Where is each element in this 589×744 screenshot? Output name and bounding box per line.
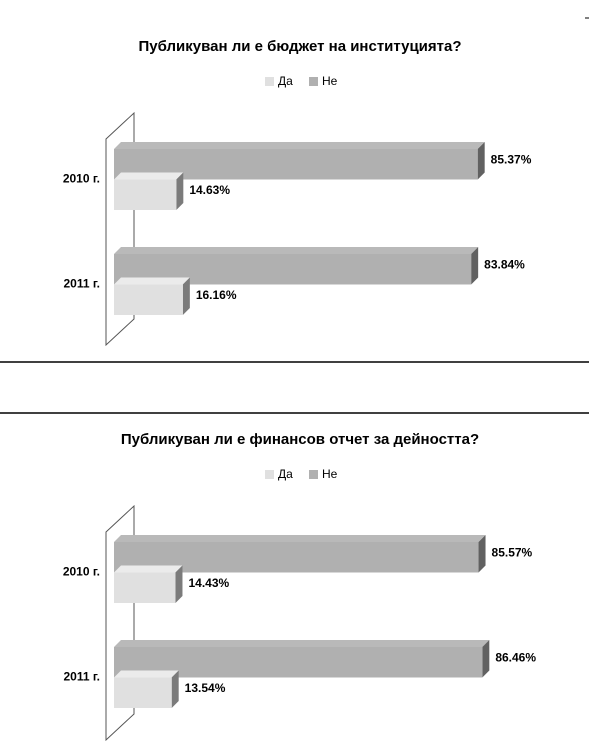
category-label: 2011 г. bbox=[64, 277, 101, 291]
bar-top bbox=[114, 247, 479, 254]
bar-top bbox=[114, 172, 184, 180]
legend-swatch bbox=[265, 470, 274, 479]
chart-title: Публикуван ли е бюджет на институцията? bbox=[139, 38, 462, 55]
bar-side bbox=[182, 277, 190, 315]
legend-swatch bbox=[265, 77, 274, 86]
legend-label: Да bbox=[278, 467, 293, 481]
bar-side bbox=[471, 247, 479, 285]
bar-side bbox=[176, 172, 184, 210]
legend-swatch bbox=[309, 470, 318, 479]
bar-top bbox=[114, 277, 190, 285]
legend-label: Да bbox=[278, 74, 293, 88]
bar-top bbox=[114, 565, 183, 573]
bar-side bbox=[175, 565, 183, 603]
data-label: 86.46% bbox=[495, 650, 536, 664]
bar bbox=[114, 179, 177, 210]
bar bbox=[114, 677, 172, 708]
bar-top bbox=[114, 640, 490, 647]
category-label: 2010 г. bbox=[63, 172, 100, 186]
data-label: 83.84% bbox=[484, 257, 525, 271]
bar-side bbox=[478, 535, 486, 573]
data-label: 16.16% bbox=[196, 288, 237, 302]
wall bbox=[105, 111, 135, 347]
category-label: 2011 г. bbox=[64, 670, 101, 684]
category-label: 2010 г. bbox=[63, 565, 100, 579]
data-label: 85.37% bbox=[491, 152, 532, 166]
data-label: 85.57% bbox=[492, 545, 533, 559]
data-label: 14.63% bbox=[189, 183, 230, 197]
bar-side bbox=[482, 640, 490, 678]
bar-top bbox=[114, 670, 179, 678]
wall bbox=[105, 504, 135, 742]
chart-title: Публикуван ли е финансов отчет за дейнос… bbox=[121, 431, 479, 448]
bar-side bbox=[477, 142, 485, 180]
bar bbox=[114, 284, 183, 315]
bar-top bbox=[114, 142, 485, 149]
legend-label: Не bbox=[322, 74, 338, 88]
bar bbox=[114, 572, 176, 603]
bar-side bbox=[171, 670, 179, 708]
data-label: 13.54% bbox=[185, 681, 226, 695]
bar-top bbox=[114, 535, 486, 542]
data-label: 14.43% bbox=[188, 576, 229, 590]
legend-label: Не bbox=[322, 467, 338, 481]
legend-swatch bbox=[309, 77, 318, 86]
